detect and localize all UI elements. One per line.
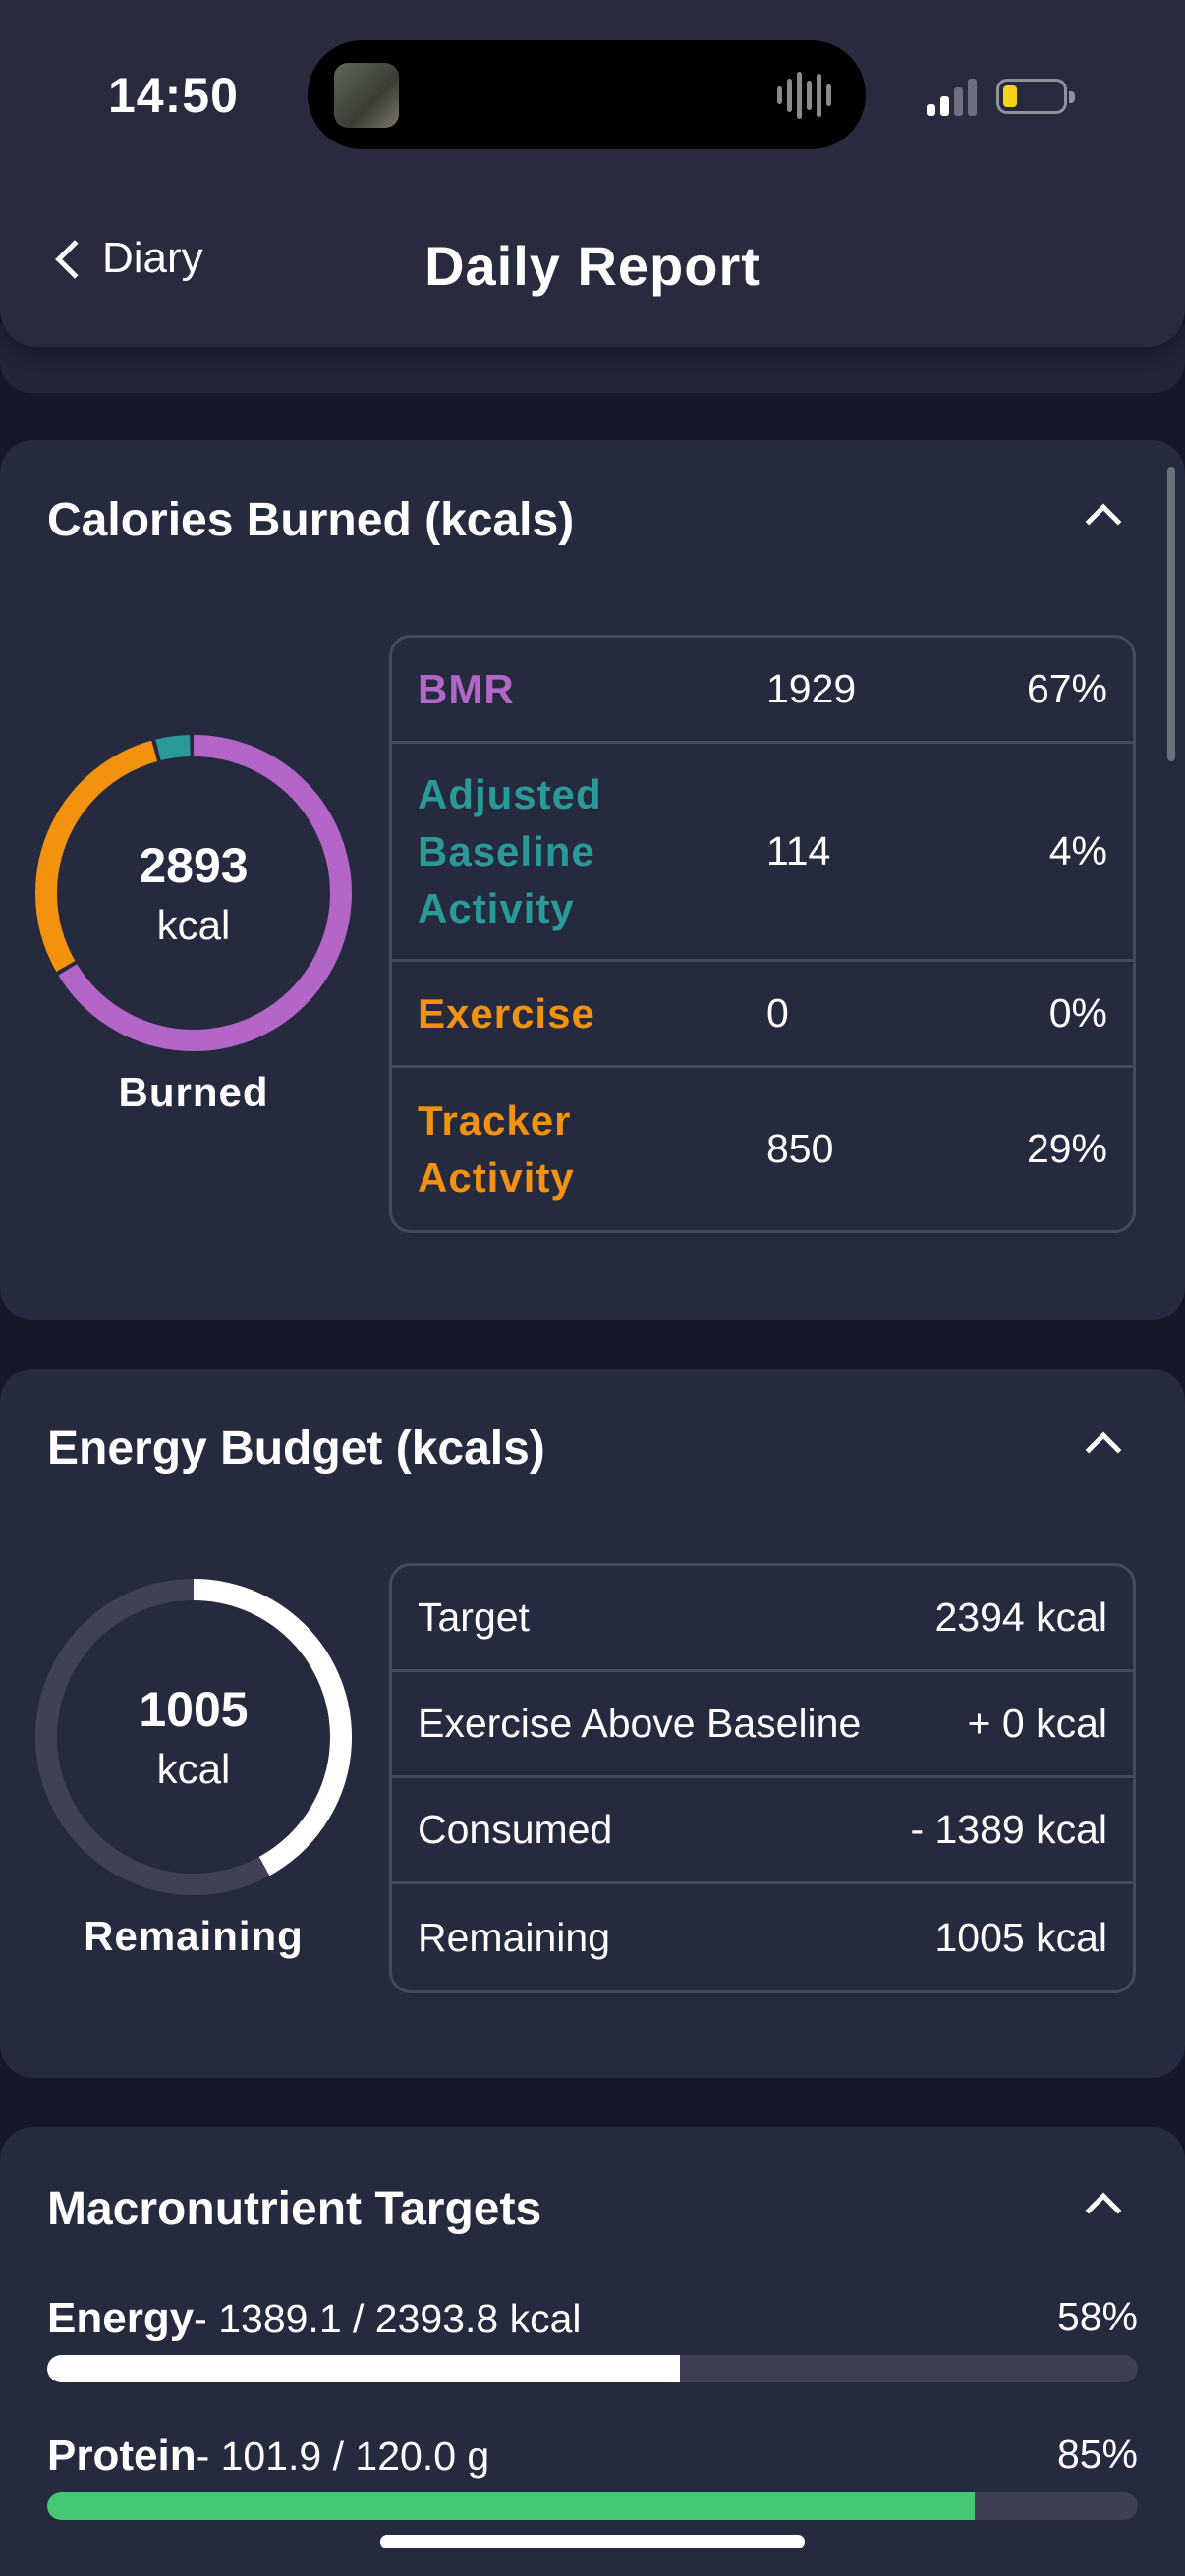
table-row: Tracker Activity 850 29%: [392, 1068, 1133, 1230]
status-time: 14:50: [108, 68, 239, 123]
row-label: Adjusted Baseline Activity: [418, 770, 602, 931]
burned-total: 2893 kcal: [31, 837, 356, 949]
cellular-signal-icon: [927, 77, 977, 116]
burned-total-value: 2893: [139, 838, 249, 893]
donut-segment-0: [35, 735, 352, 1051]
row-label: BMR: [418, 665, 515, 712]
energy-budget-card: Energy Budget (kcals) 1005 kcal Remainin…: [0, 1369, 1185, 2078]
macro-detail: - 101.9 / 120.0 g: [196, 2434, 490, 2479]
remaining-total-value: 1005: [139, 1682, 249, 1737]
row-label: Tracker Activity: [418, 1096, 575, 1201]
remaining-total-unit: kcal: [156, 1746, 231, 1792]
energy-budget-donut: [35, 1579, 352, 1895]
row-value: + 0 kcal: [967, 1701, 1107, 1746]
media-thumbnail: [334, 63, 399, 128]
table-row: Consumed - 1389 kcal: [392, 1778, 1133, 1884]
donut-segment-3: [35, 735, 352, 1051]
macro-energy: Energy- 1389.1 / 2393.8 kcal 58%: [47, 2294, 1138, 2382]
progress-track: [47, 2355, 1138, 2382]
energy-budget-table: Target 2394 kcal Exercise Above Baseline…: [389, 1563, 1136, 1993]
calories-burned-title: Calories Burned (kcals): [47, 494, 575, 546]
progress-track: [47, 2492, 1138, 2520]
row-percent: 0%: [1048, 990, 1107, 1036]
row-label: Exercise: [418, 989, 595, 1036]
row-value: 850: [766, 1126, 834, 1171]
row-percent: 67%: [1026, 666, 1107, 711]
back-label: Diary: [102, 234, 203, 282]
table-row: Target 2394 kcal: [392, 1566, 1133, 1672]
row-value: 114: [766, 828, 831, 873]
row-value: 0: [766, 990, 789, 1036]
macro-protein: Protein- 101.9 / 120.0 g 85%: [47, 2432, 1138, 2520]
chevron-up-icon[interactable]: [1085, 2192, 1122, 2229]
page-title: Daily Report: [424, 235, 761, 297]
macro-detail: - 1389.1 / 2393.8 kcal: [194, 2296, 582, 2341]
row-percent: 4%: [1048, 828, 1107, 873]
audio-wave-icon: [777, 70, 831, 121]
macro-name: Energy: [47, 2294, 195, 2342]
battery-icon: [996, 79, 1075, 114]
row-value: 1005 kcal: [934, 1914, 1107, 1960]
burned-caption: Burned: [118, 1069, 269, 1115]
row-label: Exercise Above Baseline: [418, 1701, 862, 1746]
macro-name: Protein: [47, 2432, 197, 2480]
macro-percent: 58%: [1056, 2294, 1138, 2339]
home-indicator[interactable]: [380, 2535, 805, 2548]
table-row: Adjusted Baseline Activity 114 4%: [392, 744, 1133, 962]
energy-budget-title: Energy Budget (kcals): [47, 1423, 545, 1475]
battery-level: [1003, 85, 1017, 107]
chevron-up-icon[interactable]: [1085, 503, 1122, 540]
row-value: 2394 kcal: [934, 1595, 1107, 1640]
row-label: Target: [418, 1595, 530, 1640]
table-row: BMR 1929 67%: [392, 638, 1133, 744]
burned-total-unit: kcal: [156, 902, 231, 948]
progress-fill: [47, 2355, 680, 2382]
remaining-total: 1005 kcal: [31, 1681, 356, 1793]
table-row: Remaining 1005 kcal: [392, 1884, 1133, 1990]
dynamic-island[interactable]: [308, 40, 866, 149]
macronutrient-card: Macronutrient Targets Energy- 1389.1 / 2…: [0, 2127, 1185, 2576]
chevron-up-icon[interactable]: [1085, 1431, 1122, 1469]
remaining-arc: [35, 1579, 352, 1895]
progress-fill: [47, 2492, 975, 2520]
row-label: Consumed: [418, 1807, 613, 1852]
table-row: Exercise 0 0%: [392, 962, 1133, 1068]
macronutrient-title: Macronutrient Targets: [47, 2183, 542, 2235]
back-button[interactable]: Diary: [47, 234, 203, 283]
calories-burned-table: BMR 1929 67% Adjusted Baseline Activity …: [389, 635, 1136, 1233]
scrollbar[interactable]: [1167, 467, 1175, 761]
header: 14:50 Diary Daily Report: [0, 0, 1185, 347]
macro-percent: 85%: [1056, 2432, 1138, 2477]
row-label: Remaining: [418, 1914, 610, 1960]
remaining-caption: Remaining: [84, 1913, 304, 1959]
row-value: - 1389 kcal: [910, 1807, 1107, 1852]
row-value: 1929: [766, 666, 857, 711]
row-percent: 29%: [1026, 1126, 1107, 1171]
table-row: Exercise Above Baseline + 0 kcal: [392, 1672, 1133, 1778]
calories-burned-card: Calories Burned (kcals) 2893 kcal Burned…: [0, 440, 1185, 1320]
calories-burned-donut: [35, 735, 352, 1051]
